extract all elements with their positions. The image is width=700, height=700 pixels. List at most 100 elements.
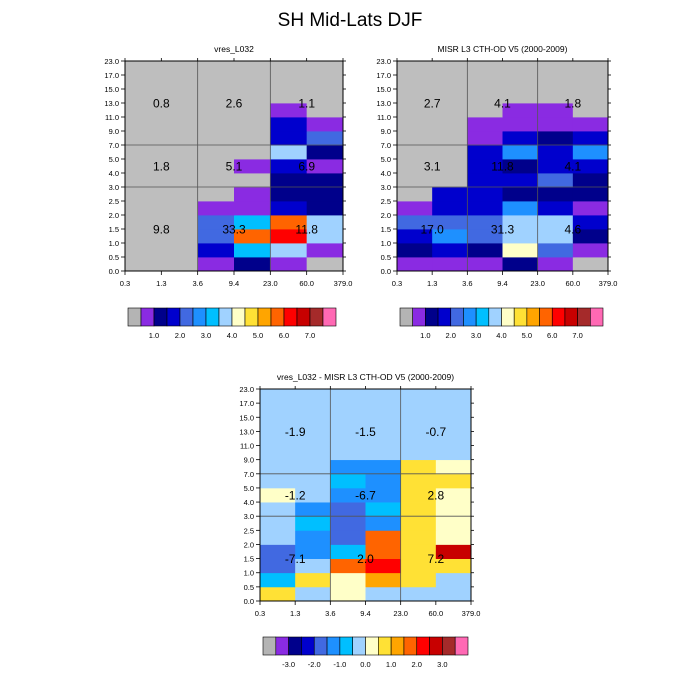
panel1-cell — [125, 229, 162, 244]
panel3-title: vres_L032 - MISR L3 CTH-OD V5 (2000-2009… — [277, 372, 454, 382]
panel1-cell — [306, 187, 344, 202]
panel3-cell — [365, 445, 402, 461]
panel3-cell — [260, 403, 296, 418]
panel3-cell — [365, 473, 402, 489]
panel2-cell — [537, 61, 574, 76]
panel2-cell — [572, 215, 609, 230]
panel3-cell — [400, 530, 437, 545]
panel2-ytick-label: 9.0 — [381, 127, 391, 136]
panel2-cell — [397, 173, 433, 188]
panel1-cell — [161, 201, 199, 216]
colorbar1-box — [231, 307, 246, 327]
panel3-cell — [330, 530, 366, 545]
colorbar2-label: 4.0 — [496, 331, 506, 340]
panel3-ytick-label: 23.0 — [239, 385, 254, 394]
panel3-ytick-label: 5.0 — [244, 484, 254, 493]
panel1-cell — [306, 243, 344, 258]
panel3-cell — [435, 459, 472, 475]
colorbar3-label: -1.0 — [333, 660, 346, 669]
panel1-cell — [197, 201, 235, 216]
panel1-cell — [270, 229, 308, 244]
panel3-cell — [400, 502, 437, 517]
panel2-cell — [432, 173, 468, 188]
panel2-cell — [432, 257, 468, 272]
colorbar3-box — [390, 636, 405, 656]
panel3-cell — [260, 389, 296, 404]
panel1-ytick-label: 1.5 — [109, 225, 119, 234]
panel3-ytick-label: 3.0 — [244, 512, 254, 521]
panel2-cell — [432, 103, 468, 118]
colorbar1-box — [309, 307, 324, 327]
panel1-cell — [270, 89, 308, 104]
colorbar3-box — [326, 636, 341, 656]
panel3-cell — [260, 487, 296, 503]
panel2-cell — [537, 103, 574, 118]
panel3-ytick-label: 2.0 — [244, 540, 254, 549]
panel3-cell — [260, 544, 296, 559]
colorbar2-label: 7.0 — [572, 331, 582, 340]
panel3-cell — [260, 572, 296, 588]
panel2-cell — [397, 243, 433, 258]
panel2-cell — [432, 117, 468, 132]
panel2-region-label: 4.1 — [494, 97, 511, 111]
panel3-cell — [260, 459, 296, 475]
panel1-cell — [197, 103, 235, 118]
colorbar3-box — [378, 636, 392, 656]
colorbar3-label: 0.0 — [360, 660, 370, 669]
panel2-cell — [467, 159, 503, 174]
panel1-cell — [125, 145, 162, 160]
panel1-ytick-label: 0.5 — [109, 253, 119, 262]
panel3-cell — [330, 445, 366, 461]
panel1-cell — [125, 243, 162, 258]
panel2-region-label: 11.8 — [491, 160, 514, 174]
panel2-cell — [467, 131, 503, 146]
panel2-cell — [572, 75, 609, 90]
panel1-cell — [161, 187, 199, 202]
colorbar3-box — [313, 636, 328, 656]
panel2-xtick-label: 0.3 — [392, 279, 402, 288]
panel3-cell — [295, 572, 331, 588]
panel3-region-label: -7.1 — [285, 552, 306, 566]
colorbar2-box — [437, 307, 452, 327]
colorbar1-label: 5.0 — [253, 331, 263, 340]
panel2-cell — [537, 215, 574, 230]
panel2-cell — [467, 257, 503, 272]
panel2-xtick-label: 379.0 — [599, 279, 618, 288]
panel3-ytick-label: 1.0 — [244, 569, 254, 578]
panel1-ytick-label: 2.0 — [109, 211, 119, 220]
panel1-cell — [270, 173, 308, 188]
panel3-ytick-label: 0.5 — [244, 583, 254, 592]
panel3-cell — [260, 558, 296, 574]
panel2-cell — [432, 215, 468, 230]
panel2-cell — [467, 75, 503, 90]
panel1-title: vres_L032 — [214, 44, 254, 54]
panel3-cell — [260, 417, 296, 432]
panel2-cell — [432, 187, 468, 202]
panel2-cell — [502, 187, 539, 202]
panel1-region-label: 9.8 — [153, 223, 170, 237]
panel1-cell — [161, 117, 199, 132]
panel1-cell — [306, 131, 344, 146]
panel1-region-label: 33.3 — [222, 223, 246, 237]
panel2-cell — [537, 131, 574, 146]
panel1-xtick-label: 9.4 — [229, 279, 239, 288]
panel1-cell — [234, 89, 271, 104]
colorbar2-box — [488, 307, 502, 327]
panel3-cell — [365, 572, 402, 588]
panel1-cell — [234, 159, 271, 174]
panel3-cell — [435, 487, 472, 503]
panel3-cell — [435, 530, 472, 545]
panel3-cell — [400, 487, 437, 503]
panel1-ytick-label: 13.0 — [104, 99, 119, 108]
panel3-cell — [330, 459, 366, 475]
panel3-ytick-label: 1.5 — [244, 555, 254, 564]
panel1-cell — [306, 257, 344, 272]
panel2-title: MISR L3 CTH-OD V5 (2000-2009) — [438, 44, 568, 54]
panel1-ytick-label: 2.5 — [109, 197, 119, 206]
colorbar2-box — [475, 307, 490, 327]
panel2-cell — [502, 215, 539, 230]
panel3-ytick-label: 7.0 — [244, 470, 254, 479]
panel3-cell — [400, 558, 437, 574]
panel1-cell — [197, 131, 235, 146]
panel1-cell — [161, 89, 199, 104]
